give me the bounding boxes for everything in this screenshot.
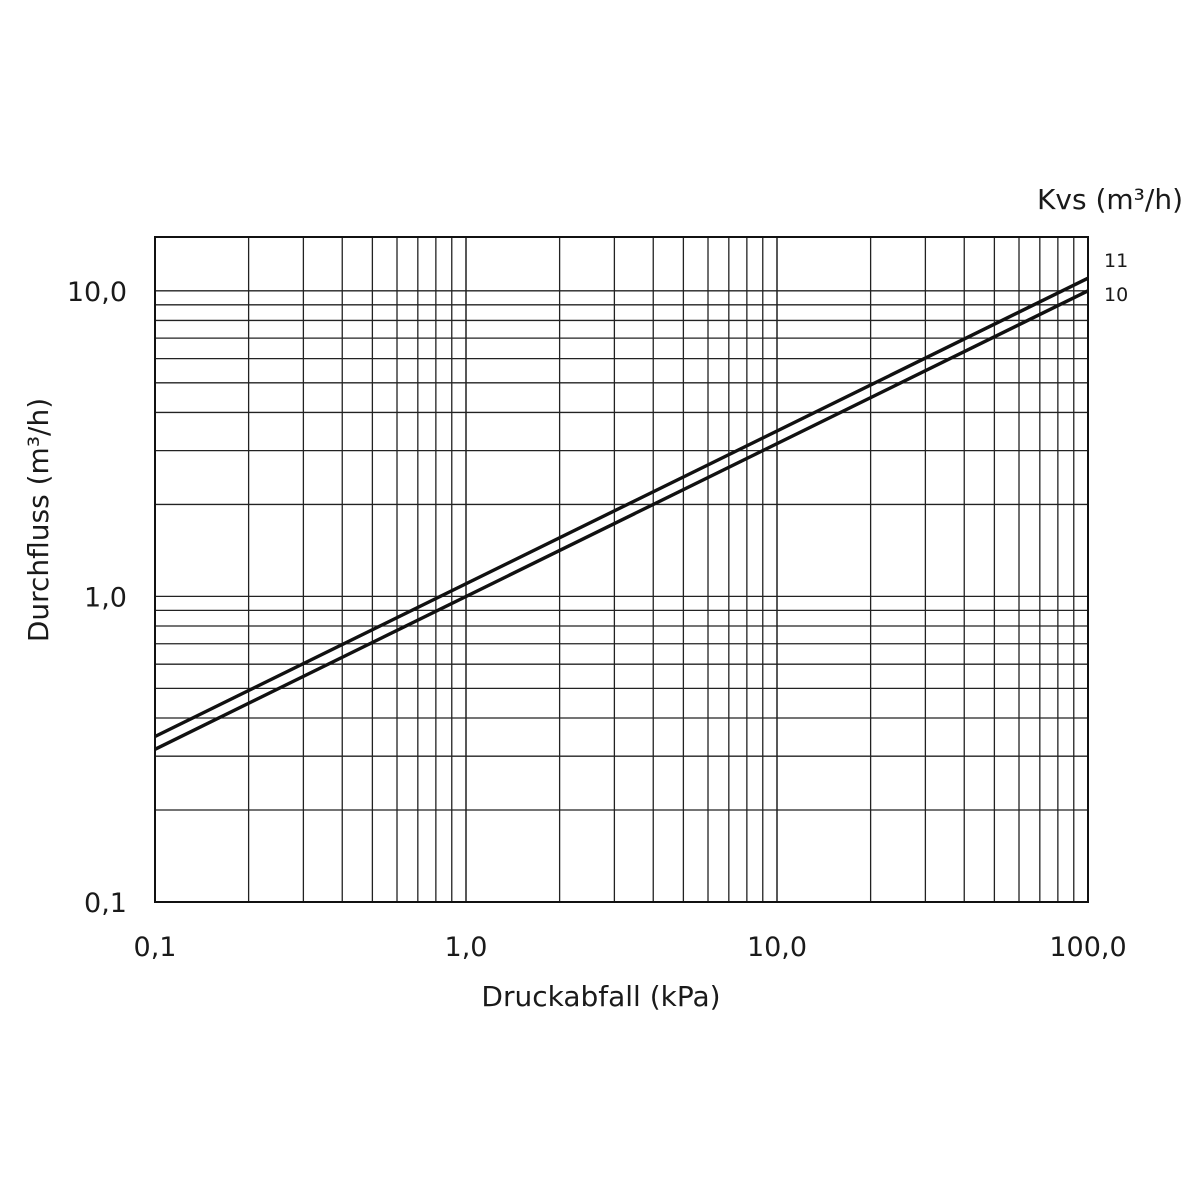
horizontal-grid-lines (155, 290, 1088, 903)
y-tick-label-2: 10,0 (67, 277, 127, 308)
series-line-10 (154, 289, 1089, 751)
x-tick-label-0: 0,1 (134, 932, 177, 963)
x-tick-label-2: 10,0 (747, 932, 807, 963)
y-tick-labels: 0,1 1,0 10,0 (67, 277, 127, 919)
series-lines (154, 276, 1089, 751)
vertical-grid-lines (154, 237, 1089, 902)
series-label-11: 11 (1104, 250, 1128, 272)
x-tick-label-1: 1,0 (445, 932, 488, 963)
x-tick-labels: 0,1 1,0 10,0 100,0 (134, 932, 1127, 963)
plot-frame (154, 236, 1089, 903)
series-label-10: 10 (1104, 284, 1128, 306)
series-labels: 11 10 (1104, 250, 1128, 306)
series-line-11 (154, 276, 1089, 739)
y-tick-label-0: 0,1 (84, 888, 127, 919)
y-tick-label-1: 1,0 (84, 582, 127, 613)
y-axis-label: Durchfluss (m³/h) (22, 398, 55, 642)
x-axis-label: Druckabfall (kPa) (481, 980, 720, 1013)
series-header: Kvs (m³/h) (1037, 183, 1183, 216)
x-tick-label-3: 100,0 (1049, 932, 1126, 963)
